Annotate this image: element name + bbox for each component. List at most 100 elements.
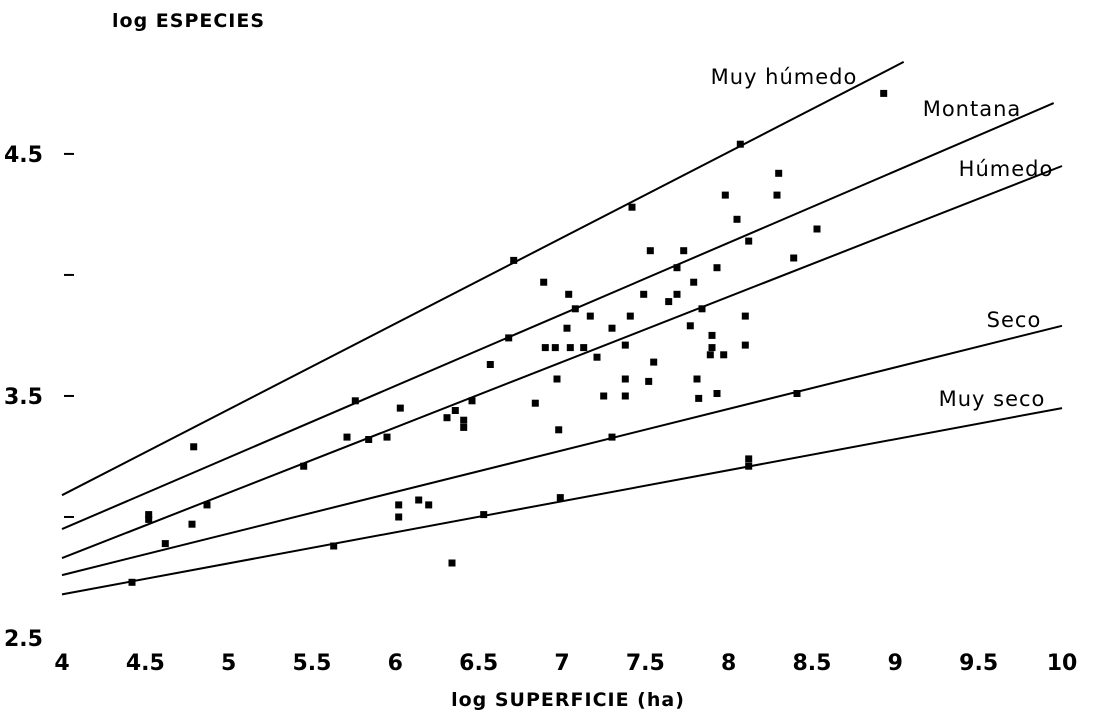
data-point — [713, 264, 721, 272]
data-point — [745, 455, 753, 463]
data-point — [468, 397, 476, 405]
data-point — [161, 540, 169, 548]
data-point — [745, 237, 753, 245]
data-point — [571, 305, 579, 313]
regression-line-seco — [61, 324, 1063, 577]
data-point — [188, 520, 196, 528]
x-tick-label: 8.5 — [793, 651, 832, 676]
data-point — [686, 322, 694, 330]
x-tick-label: 9 — [888, 651, 903, 676]
regression-line-muy-humedo — [61, 61, 905, 497]
y-tick-label: 2.5 — [4, 627, 43, 652]
data-point — [690, 278, 698, 286]
data-point — [580, 344, 588, 352]
data-point — [741, 312, 749, 320]
data-point — [448, 559, 456, 567]
series-label-seco: Seco — [987, 308, 1042, 332]
x-tick-label: 6.5 — [459, 651, 498, 676]
x-tick-label: 5.5 — [293, 651, 332, 676]
data-point — [551, 344, 559, 352]
x-axis: 4 4.5 5 5.5 6 6.5 7 7.5 8 8.5 9 9.5 10 — [54, 651, 1077, 676]
data-point — [395, 501, 403, 509]
data-point — [505, 334, 513, 342]
data-point — [383, 433, 391, 441]
data-point — [621, 341, 629, 349]
data-point — [586, 312, 594, 320]
data-point — [563, 324, 571, 332]
data-point — [540, 278, 548, 286]
data-point — [608, 433, 616, 441]
data-point — [145, 511, 153, 519]
data-point — [673, 290, 681, 298]
series-label-muy-humedo: Muy húmedo — [711, 65, 858, 89]
x-tick-label: 8 — [721, 651, 736, 676]
series-label-humedo: Húmedo — [959, 157, 1054, 181]
data-point — [600, 392, 608, 400]
data-point — [650, 358, 658, 366]
data-point — [708, 331, 716, 339]
data-point — [880, 89, 888, 97]
regression-lines — [61, 61, 1063, 596]
data-point — [793, 390, 801, 397]
y-axis: 2.5 3.5 4.5 — [4, 143, 74, 652]
data-point — [531, 399, 539, 407]
data-point — [486, 361, 494, 368]
data-point — [415, 496, 423, 504]
data-point — [396, 404, 404, 412]
x-tick-label: 7 — [554, 651, 569, 676]
data-point — [741, 341, 749, 349]
data-point — [300, 462, 308, 470]
data-point — [510, 256, 518, 264]
data-point — [425, 501, 433, 509]
data-point — [190, 443, 198, 451]
x-axis-title: log SUPERFICIE (ha) — [451, 689, 685, 711]
data-point — [713, 390, 721, 397]
data-point — [640, 290, 648, 298]
data-point — [460, 423, 468, 431]
data-point — [443, 414, 451, 422]
data-point — [790, 254, 798, 262]
data-point — [775, 169, 783, 177]
data-point — [203, 501, 211, 509]
data-point — [665, 298, 673, 306]
data-point — [451, 407, 459, 414]
data-point — [365, 436, 373, 443]
data-points — [128, 89, 888, 586]
data-point — [720, 351, 728, 359]
regression-line-montana — [61, 102, 1055, 531]
y-tick-label: 3.5 — [4, 385, 43, 410]
data-point — [555, 426, 563, 434]
x-tick-label: 4.5 — [126, 651, 165, 676]
data-point — [565, 290, 573, 298]
data-point — [553, 375, 561, 383]
data-point — [566, 344, 574, 352]
data-point — [593, 353, 601, 361]
data-point — [813, 225, 821, 233]
x-tick-label: 7.5 — [626, 651, 665, 676]
x-tick-label: 9.5 — [959, 651, 998, 676]
data-point — [708, 344, 716, 352]
data-point — [698, 305, 706, 313]
data-point — [460, 416, 468, 424]
data-point — [626, 312, 634, 320]
data-point — [773, 191, 781, 199]
data-point — [541, 344, 549, 352]
data-point — [556, 494, 564, 502]
data-point — [343, 433, 351, 441]
x-tick-label: 5 — [221, 651, 236, 676]
y-tick-label: 4.5 — [4, 143, 43, 168]
data-point — [480, 511, 488, 519]
data-point — [621, 392, 629, 400]
data-point — [128, 578, 136, 586]
x-tick-label: 6 — [388, 651, 403, 676]
data-point — [646, 247, 654, 255]
data-point — [706, 351, 714, 359]
series-label-montana: Montana — [923, 97, 1022, 121]
x-tick-label: 10 — [1047, 651, 1078, 676]
data-point — [695, 394, 703, 402]
data-point — [351, 397, 359, 405]
data-point — [645, 377, 653, 385]
data-point — [745, 462, 753, 470]
data-point — [621, 375, 629, 383]
y-axis-title: log ESPECIES — [112, 10, 265, 32]
